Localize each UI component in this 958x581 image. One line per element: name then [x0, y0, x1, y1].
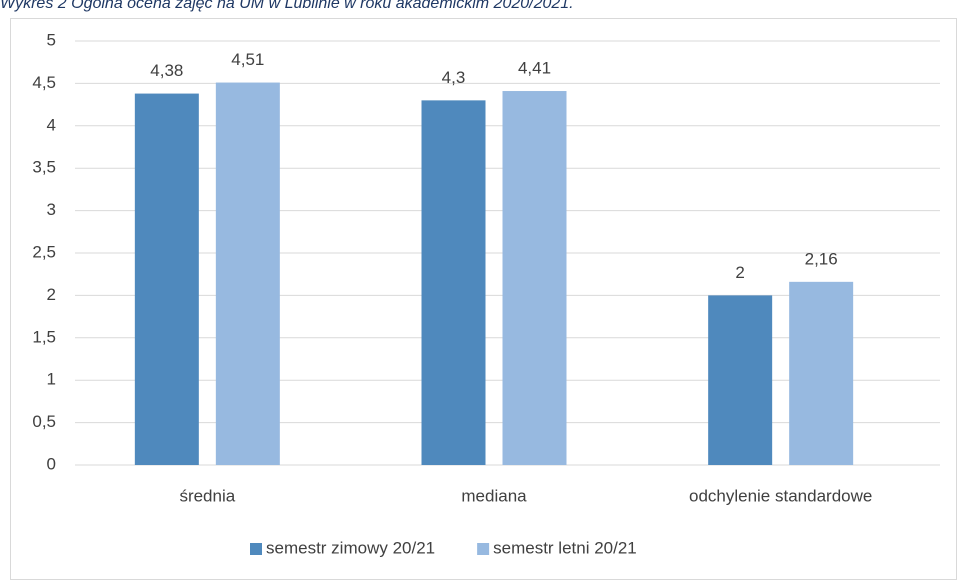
y-tick-label: 1	[47, 370, 56, 389]
bar	[421, 100, 486, 466]
value-label: 2	[735, 263, 744, 282]
value-label: 4,41	[518, 59, 551, 78]
legend-swatch	[477, 543, 490, 555]
y-tick-label: 3,5	[32, 158, 56, 177]
legend-label: semestr zimowy 20/21	[266, 538, 435, 557]
y-tick-label: 5	[47, 30, 56, 49]
y-tick-label: 0,5	[32, 412, 56, 431]
bar	[708, 295, 773, 465]
y-tick-label: 4,5	[32, 73, 56, 92]
bar	[789, 281, 854, 465]
y-tick-label: 1,5	[32, 327, 56, 346]
x-tick-label: odchylenie standardowe	[689, 486, 872, 505]
y-tick-label: 0	[47, 454, 56, 473]
x-tick-label: mediana	[461, 486, 527, 505]
value-label: 4,3	[442, 68, 466, 87]
chart-title: Wykres 2 Ogólna ocena zajęć na UM w Lubl…	[0, 0, 574, 12]
y-tick-label: 3	[47, 200, 56, 219]
value-label: 2,16	[805, 249, 838, 268]
legend-label: semestr letni 20/21	[493, 538, 637, 557]
y-tick-label: 2	[47, 285, 56, 304]
bar	[502, 91, 567, 466]
bar	[215, 82, 280, 465]
x-tick-label: średnia	[179, 486, 235, 505]
value-label: 4,51	[231, 50, 264, 69]
bar	[134, 93, 199, 466]
y-tick-label: 2,5	[32, 242, 56, 261]
legend-swatch	[250, 543, 262, 555]
y-tick-label: 4	[47, 115, 56, 134]
value-label: 4,38	[150, 61, 183, 80]
